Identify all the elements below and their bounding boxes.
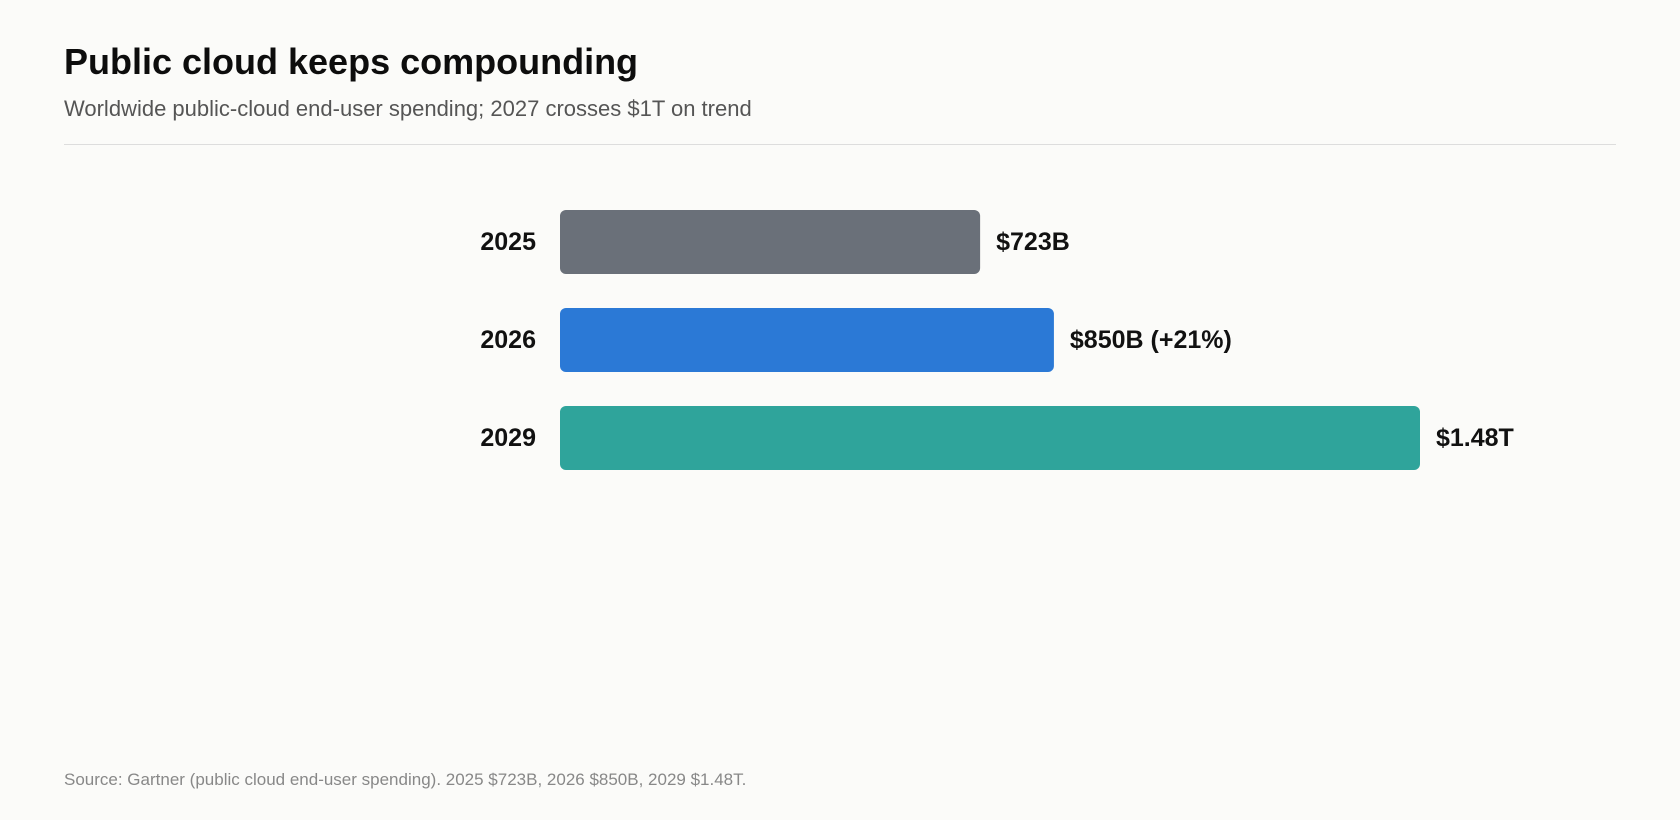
bar-2025 — [560, 210, 981, 274]
category-label: 2029 — [480, 424, 536, 452]
value-label: $1.48T — [1436, 424, 1514, 452]
bar-2026 — [560, 308, 1054, 372]
chart-header: Public cloud keeps compounding Worldwide… — [64, 38, 1616, 124]
bars-group: 2025 $723B 2026 $850B (+21%) 2029 $1.48T — [480, 210, 1514, 470]
header-divider — [64, 144, 1616, 145]
chart-title: Public cloud keeps compounding — [64, 41, 639, 82]
category-label: 2025 — [480, 228, 536, 256]
source-note: Source: Gartner (public cloud end-user s… — [64, 770, 747, 789]
bar-2029 — [560, 406, 1420, 470]
category-label: 2026 — [480, 326, 536, 354]
value-label: $723B — [996, 228, 1070, 256]
chart-subtitle: Worldwide public-cloud end-user spending… — [64, 96, 752, 121]
value-label: $850B (+21%) — [1070, 326, 1232, 354]
